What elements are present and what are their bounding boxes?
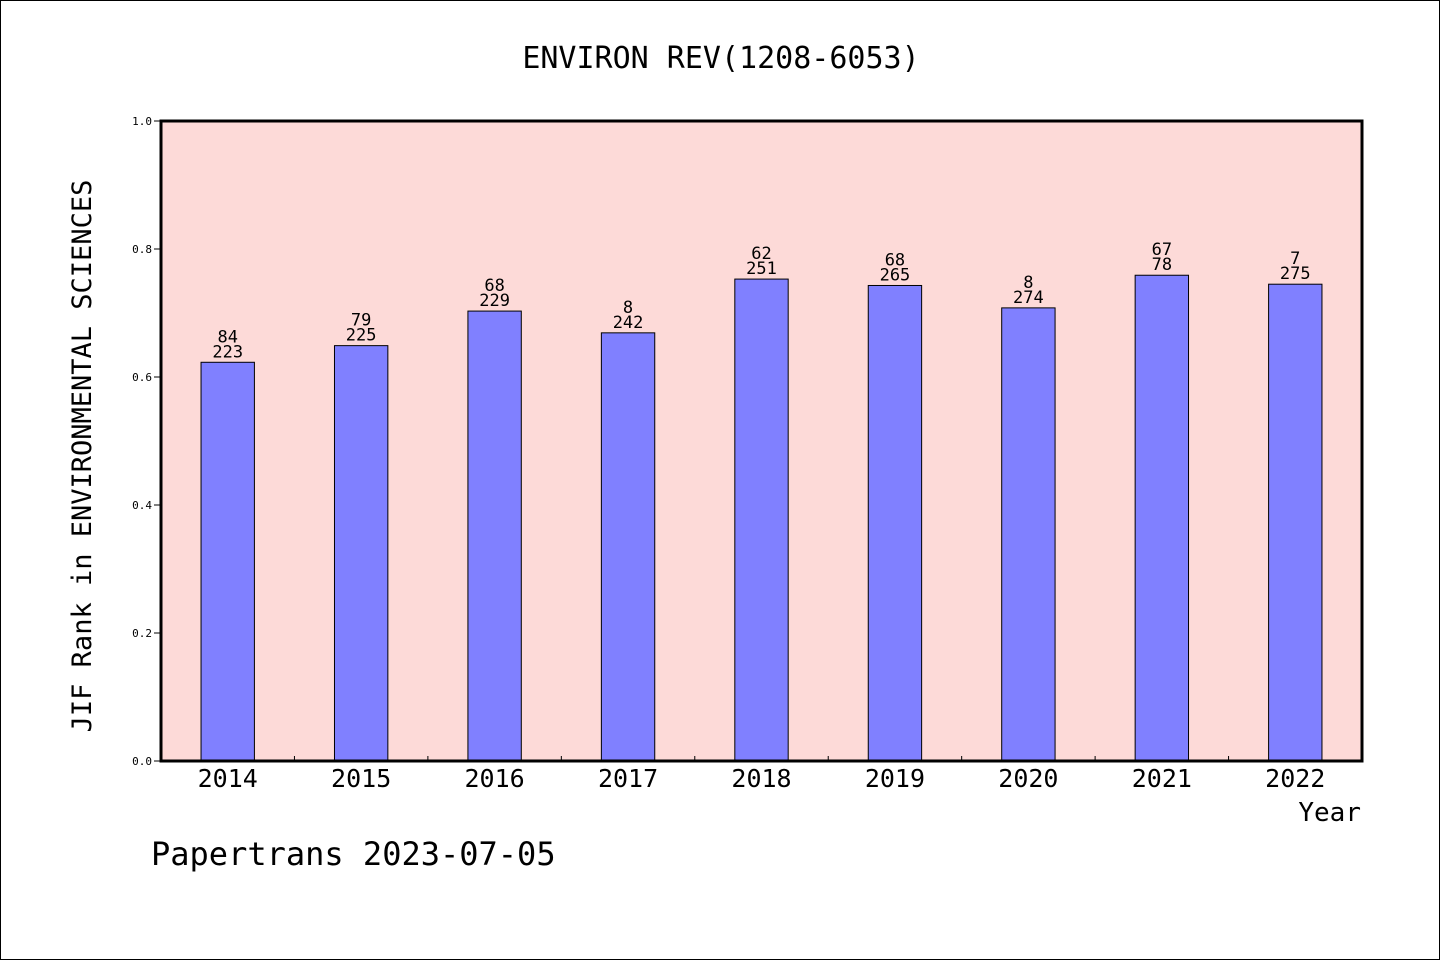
bar-2015: [333, 345, 389, 762]
x-tick-label-2021: 2021: [1132, 764, 1192, 793]
x-tick-label-2018: 2018: [731, 764, 791, 793]
rank-label-2017: 8: [623, 298, 633, 318]
x-axis: 2014 2015 2016 2017 2018 2019 2020 2021 2022: [198, 756, 1325, 793]
y-tick-label-0.2: 0.2: [132, 627, 152, 640]
rank-label-2015: 79: [351, 311, 371, 331]
total-label-2017: 242: [613, 313, 644, 333]
x-axis-label: Year: [1298, 798, 1361, 828]
total-label-2022: 275: [1280, 264, 1311, 284]
rank-label-2014: 84: [217, 327, 237, 347]
rank-label-2022: 7: [1290, 249, 1300, 269]
x-tick-label-2019: 2019: [865, 764, 925, 793]
rank-label-2018: 62: [751, 244, 771, 264]
x-tick-label-2014: 2014: [198, 764, 258, 793]
total-label-2016: 229: [479, 291, 510, 311]
bar-2017: [600, 332, 656, 762]
bar-2016: [467, 310, 522, 762]
x-tick-label-2017: 2017: [598, 764, 658, 793]
x-tick-label-2020: 2020: [998, 764, 1058, 793]
total-label-2020: 274: [1013, 288, 1044, 308]
footer-credit: Papertrans 2023-07-05: [151, 835, 556, 873]
y-axis: 0.0 0.2 0.4 0.6 0.8 1.0: [132, 115, 161, 768]
total-label-2021: 78: [1152, 255, 1172, 275]
rank-label-2020: 8: [1023, 273, 1033, 293]
rank-label-2021: 67: [1152, 240, 1172, 260]
chart-title: ENVIRON REV(1208-6053): [522, 41, 919, 76]
bars-group: [200, 274, 1323, 762]
total-label-2018: 251: [746, 259, 777, 279]
bar-2021: [1134, 274, 1190, 762]
y-tick-label-1.0: 1.0: [132, 115, 152, 128]
y-tick-label-0.0: 0.0: [132, 755, 152, 768]
bar-2020: [1001, 307, 1056, 762]
x-tick-label-2015: 2015: [331, 764, 391, 793]
total-label-2015: 225: [346, 326, 377, 346]
total-label-2014: 223: [212, 342, 243, 362]
rank-label-2019: 68: [885, 250, 905, 270]
y-tick-label-0.4: 0.4: [132, 499, 152, 512]
y-tick-label-0.6: 0.6: [132, 371, 152, 384]
bar-2014: [200, 361, 255, 762]
total-label-2019: 265: [880, 265, 911, 285]
bar-2022: [1268, 283, 1323, 762]
rank-label-2016: 68: [484, 276, 504, 296]
y-tick-label-0.8: 0.8: [132, 243, 152, 256]
x-tick-label-2022: 2022: [1265, 764, 1325, 793]
plot-border: [159, 119, 1364, 763]
x-tick-label-2016: 2016: [465, 764, 525, 793]
y-axis-label: JIF Rank in ENVIRONMENTAL SCIENCES: [67, 180, 98, 733]
bar-2018: [734, 278, 789, 762]
bar-2019: [867, 284, 923, 762]
